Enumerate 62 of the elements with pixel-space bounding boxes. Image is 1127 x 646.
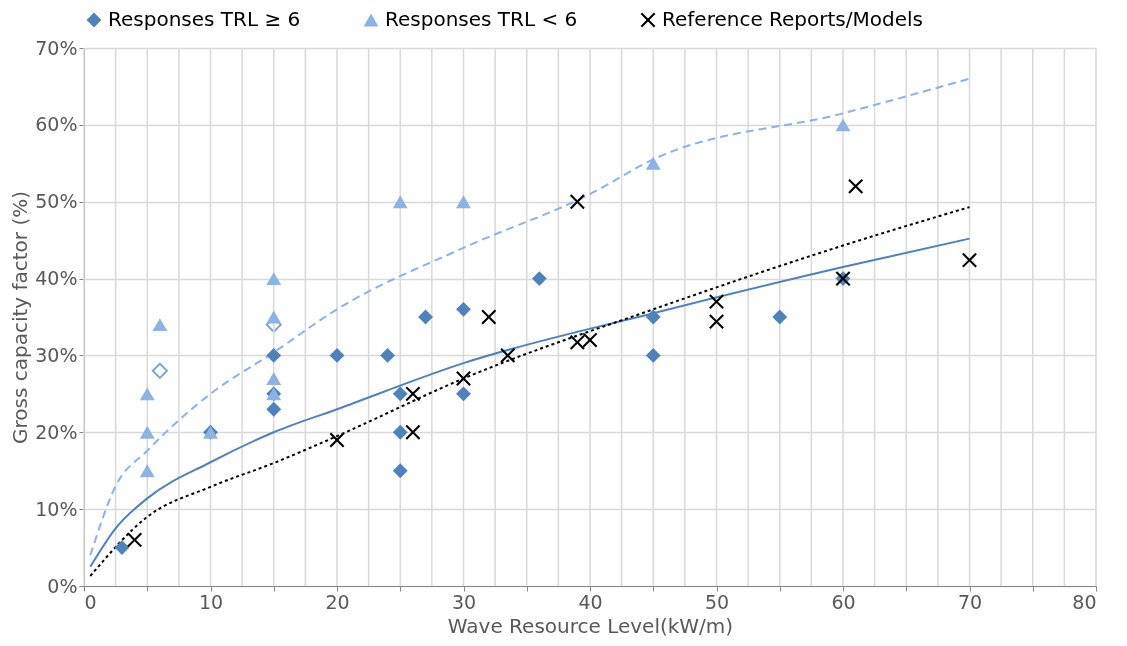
point <box>582 332 598 348</box>
y-axis-title: Gross capacity factor (%) <box>8 190 33 445</box>
y-tick-label: 0% <box>47 574 78 597</box>
point <box>329 432 345 448</box>
point <box>405 386 421 402</box>
point <box>380 348 396 363</box>
point <box>645 348 661 363</box>
point <box>569 194 585 210</box>
x-tick-label: 0 <box>84 590 97 613</box>
point <box>392 386 408 402</box>
point <box>139 387 155 401</box>
point <box>266 401 282 417</box>
point <box>266 348 282 363</box>
point <box>569 334 585 350</box>
x-tick-label: 20 <box>325 590 350 613</box>
point <box>456 195 471 209</box>
point <box>139 464 155 478</box>
point <box>151 362 168 379</box>
legend-label: Reference Reports/Models <box>662 7 923 31</box>
point <box>456 371 471 386</box>
x-tick-label: 70 <box>957 590 983 613</box>
legend-label: Responses TRL < 6 <box>385 7 578 31</box>
point <box>645 156 661 170</box>
point <box>709 294 724 310</box>
y-tick-label: 40% <box>35 267 78 290</box>
y-tick-label: 50% <box>35 190 78 213</box>
point <box>405 424 421 440</box>
point <box>139 425 155 439</box>
legend-label: Responses TRL ≥ 6 <box>108 7 301 31</box>
point <box>392 424 408 440</box>
x-tick-label: 30 <box>451 590 477 613</box>
point <box>152 318 168 332</box>
point <box>709 314 724 330</box>
point <box>114 540 130 555</box>
point <box>266 310 282 324</box>
x-tick-label: 60 <box>831 590 856 613</box>
y-tick-label: 30% <box>35 343 78 366</box>
line-series <box>89 77 971 557</box>
point <box>835 118 851 132</box>
x-tick-label: 80 <box>1072 590 1097 613</box>
point <box>772 309 788 325</box>
point <box>962 252 977 268</box>
point <box>456 386 471 402</box>
x-tick-label: 10 <box>198 590 224 613</box>
point <box>531 271 547 286</box>
y-tick-label: 60% <box>35 113 78 136</box>
x-tick-label: 40 <box>578 590 603 613</box>
point <box>500 348 516 363</box>
point <box>266 272 282 285</box>
y-tick-label: 20% <box>35 420 78 443</box>
point <box>848 178 864 194</box>
point <box>392 195 408 209</box>
point <box>127 532 143 548</box>
point <box>266 372 282 385</box>
point <box>645 309 661 325</box>
point <box>392 463 408 479</box>
y-tick-label: 10% <box>35 497 78 520</box>
x-axis-title: Wave Resource Level(kW/m) <box>447 613 734 638</box>
point <box>456 301 471 317</box>
point <box>481 309 497 325</box>
y-tick-label: 70% <box>35 36 78 59</box>
x-tick-label: 50 <box>704 590 730 613</box>
